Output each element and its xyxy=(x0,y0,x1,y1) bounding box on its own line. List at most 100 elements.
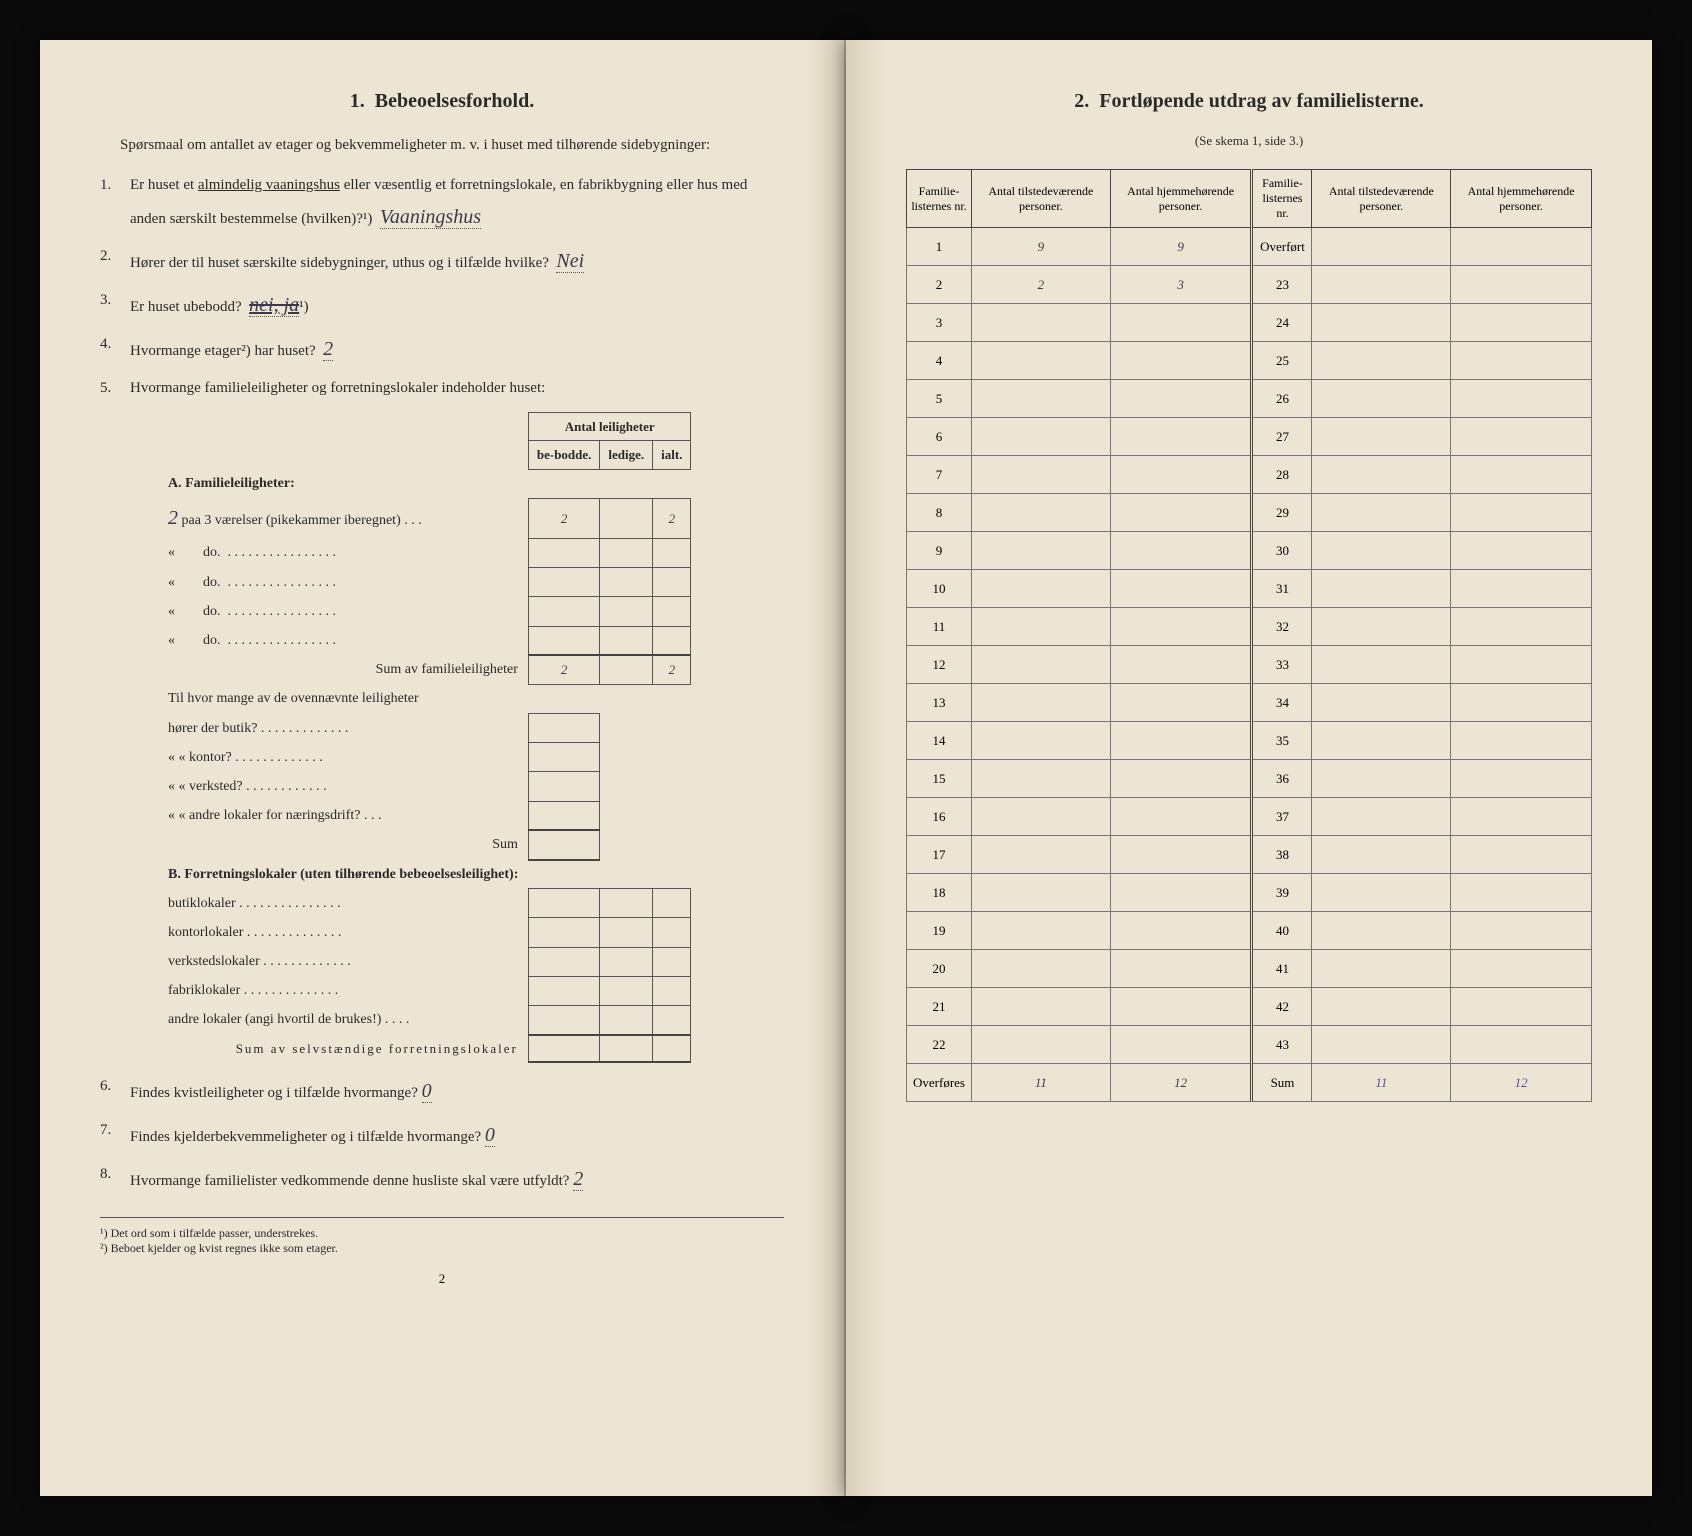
cell-value xyxy=(1312,342,1451,380)
question-6: 6. Findes kvistleiligheter og i tilfælde… xyxy=(100,1073,784,1109)
left-section-title: 1. Bebeoelsesforhold. xyxy=(100,90,784,113)
row-nr: 42 xyxy=(1252,988,1312,1026)
row-nr: 40 xyxy=(1252,912,1312,950)
sub-label: hører der butik? xyxy=(168,721,257,736)
table-row: 22323 xyxy=(907,266,1592,304)
row-nr: 19 xyxy=(907,912,972,950)
cell-value xyxy=(1451,988,1592,1026)
row-nr: 33 xyxy=(1252,646,1312,684)
row-label: verkstedslokaler xyxy=(168,954,260,969)
q-num: 8. xyxy=(100,1161,111,1188)
question-1: 1. Er huset et almindelig vaaningshus el… xyxy=(100,172,784,235)
ditto: do. xyxy=(203,604,221,619)
row-nr: 13 xyxy=(907,684,972,722)
cell-value: 9 xyxy=(971,228,1110,266)
row-nr: 27 xyxy=(1252,418,1312,456)
question-list: 1. Er huset et almindelig vaaningshus el… xyxy=(100,172,784,1197)
table-row: 930 xyxy=(907,532,1592,570)
cell-value xyxy=(1312,608,1451,646)
cell-value xyxy=(1312,570,1451,608)
right-section-title: 2. Fortløpende utdrag av familielisterne… xyxy=(906,90,1592,113)
table-row: butiklokaler . . . . . . . . . . . . . .… xyxy=(160,889,691,918)
table-row: 1637 xyxy=(907,798,1592,836)
cell-value xyxy=(1451,722,1592,760)
table-row: 2142 xyxy=(907,988,1592,1026)
q-num: 1. xyxy=(100,172,111,199)
footer-label: Overføres xyxy=(907,1064,972,1102)
cell-value xyxy=(1110,304,1252,342)
cell-value xyxy=(1110,988,1252,1026)
cell-value xyxy=(1451,874,1592,912)
underlined-text: almindelig vaaningshus xyxy=(198,177,340,193)
handwritten-answer: 0 xyxy=(485,1124,495,1147)
cell-value xyxy=(1451,912,1592,950)
row-nr: 12 xyxy=(907,646,972,684)
row-nr: 10 xyxy=(907,570,972,608)
table-row: 13 34 xyxy=(907,684,1592,722)
table-header: Antal leiligheter xyxy=(528,413,691,441)
table-row: fabriklokaler . . . . . . . . . . . . . … xyxy=(160,976,691,1005)
cell-value xyxy=(1110,722,1252,760)
table-row: 526 xyxy=(907,380,1592,418)
ditto: do. xyxy=(203,633,221,648)
footer-value: 12 xyxy=(1451,1064,1592,1102)
cell-value xyxy=(1312,532,1451,570)
row-nr: 20 xyxy=(907,950,972,988)
cell-value xyxy=(1312,646,1451,684)
table-row: verkstedslokaler . . . . . . . . . . . .… xyxy=(160,947,691,976)
cell-value xyxy=(1312,418,1451,456)
cell-value xyxy=(971,760,1110,798)
row-nr: 26 xyxy=(1252,380,1312,418)
handwritten-answer: Vaaningshus xyxy=(380,206,481,229)
row-nr: 15 xyxy=(907,760,972,798)
row-nr: 34 xyxy=(1252,684,1312,722)
section-a-label: A. Familieleiligheter: xyxy=(160,469,528,498)
cell-value xyxy=(971,722,1110,760)
table-row: 1839 xyxy=(907,874,1592,912)
cell-value xyxy=(1312,266,1451,304)
table-row: 627 xyxy=(907,418,1592,456)
cell-value xyxy=(1110,418,1252,456)
section-number: 2. xyxy=(1074,90,1089,112)
section-number: 1. xyxy=(350,90,365,112)
footnotes: ¹) Det ord som i tilfælde passer, unders… xyxy=(100,1217,784,1256)
cell-value xyxy=(971,798,1110,836)
cell-value xyxy=(971,988,1110,1026)
q-num: 5. xyxy=(100,375,111,402)
cell-value xyxy=(1312,684,1451,722)
row-label: butiklokaler xyxy=(168,896,236,911)
question-7: 7. Findes kjelderbekvemmeligheter og i t… xyxy=(100,1117,784,1153)
col-header: Antal hjemmehørende personer. xyxy=(1110,170,1252,228)
footer-value: 11 xyxy=(1312,1064,1451,1102)
row-nr: 22 xyxy=(907,1026,972,1064)
family-list-table: Familie-listernes nr. Antal tilstedevære… xyxy=(906,169,1592,1102)
row-label: fabriklokaler xyxy=(168,983,240,998)
q-num: 7. xyxy=(100,1117,111,1144)
table-row: hører der butik? . . . . . . . . . . . .… xyxy=(160,714,691,743)
handwritten-value: 2 xyxy=(168,507,178,529)
table-row: andre lokaler (angi hvortil de brukes!) … xyxy=(160,1005,691,1034)
cell-value xyxy=(1110,380,1252,418)
cell-value xyxy=(1451,456,1592,494)
row-nr: Overført xyxy=(1252,228,1312,266)
footer-label: Sum xyxy=(1252,1064,1312,1102)
cell-value xyxy=(1451,304,1592,342)
row-nr: 29 xyxy=(1252,494,1312,532)
cell-value xyxy=(1451,1026,1592,1064)
table-row: 2 paa 3 værelser (pikekammer iberegnet) … xyxy=(160,498,691,538)
cell-value xyxy=(1451,380,1592,418)
page-number: 2 xyxy=(100,1271,784,1287)
section-title-text: Fortløpende utdrag av familielisterne. xyxy=(1099,90,1423,112)
row-nr: 28 xyxy=(1252,456,1312,494)
table-row: « « andre lokaler for næringsdrift? . . … xyxy=(160,801,691,830)
cell-value xyxy=(1110,456,1252,494)
cell-value xyxy=(971,1026,1110,1064)
cell-value: 3 xyxy=(1110,266,1252,304)
cell-value xyxy=(1451,950,1592,988)
handwritten-answer: 0 xyxy=(422,1080,432,1103)
row-nr: 36 xyxy=(1252,760,1312,798)
q-text: Hvormange familieleiligheter og forretni… xyxy=(130,380,545,396)
cell-value xyxy=(1312,760,1451,798)
dwelling-table: Antal leiligheter be-bodde. ledige. ialt… xyxy=(160,412,691,1063)
section-title-text: Bebeoelsesforhold. xyxy=(375,90,534,112)
